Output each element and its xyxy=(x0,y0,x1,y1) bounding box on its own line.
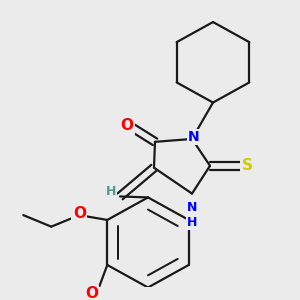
Text: S: S xyxy=(242,158,253,173)
Text: O: O xyxy=(121,118,134,133)
Text: N: N xyxy=(188,130,200,144)
Text: O: O xyxy=(85,286,98,300)
Text: H: H xyxy=(106,185,116,198)
Text: O: O xyxy=(73,206,86,221)
Text: N
H: N H xyxy=(187,201,197,229)
